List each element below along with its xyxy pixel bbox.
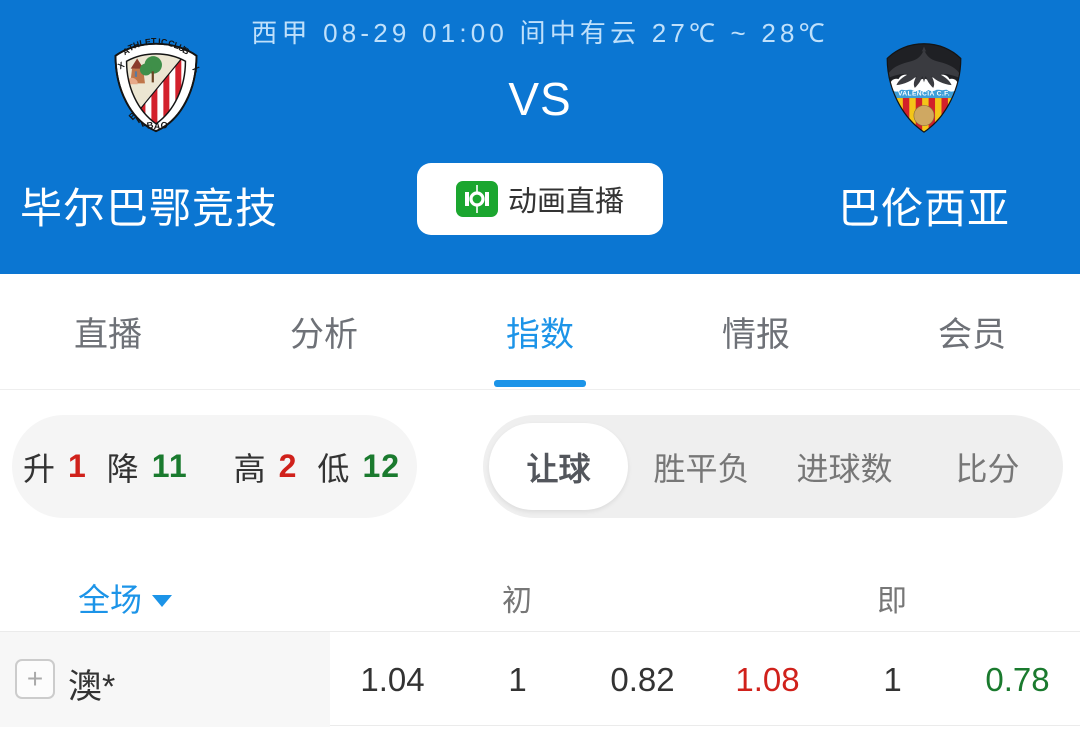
svg-text:T: T (151, 36, 157, 46)
